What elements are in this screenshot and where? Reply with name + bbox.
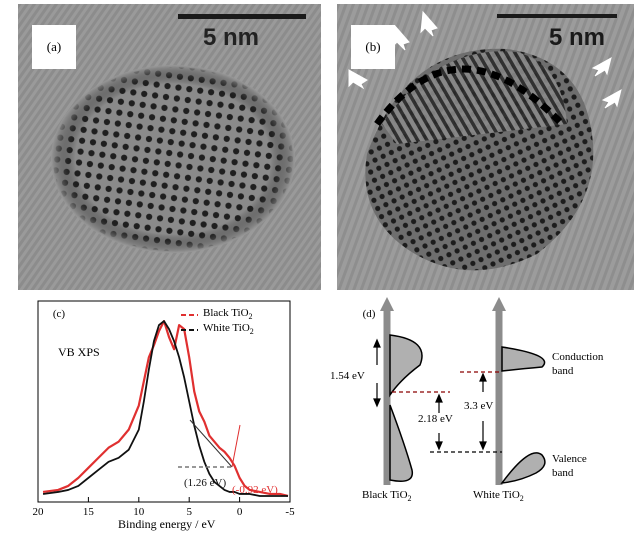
black-tio2-label: Black TiO2 (362, 489, 412, 503)
black-cb-dos (389, 334, 423, 398)
valence-band-label: Valence band (552, 452, 587, 480)
white-name-sub: 2 (519, 494, 524, 504)
conduction-label-line2: band (552, 365, 574, 377)
series-line-white-tio2 (42, 320, 288, 497)
x-tick-label: 20 (33, 506, 45, 518)
tangent-line-black (231, 424, 241, 468)
black-vb-dos (389, 404, 414, 482)
x-axis-label: Binding energy / eV (118, 517, 216, 531)
black-axis-arrowhead (380, 297, 394, 311)
tangent-line-white (189, 419, 233, 468)
conduction-label-line1: Conduction (552, 351, 604, 363)
scale-bar-label-a: 5 nm (203, 24, 260, 51)
x-tick-label: 15 (83, 506, 95, 518)
legend-sub-black: 2 (248, 312, 253, 322)
white-name: White TiO (473, 489, 520, 501)
legend-label-black: Black TiO (203, 307, 249, 319)
panel-label-d: (d) (362, 308, 376, 320)
legend-sub-white: 2 (249, 327, 254, 337)
legend-entry-black: Black TiO2 (203, 307, 253, 321)
vb-xps-chart: 20 15 10 5 0 -5 (c) VB XPS Black TiO2 White T… (0, 295, 300, 535)
x-tick-label: 10 (133, 506, 145, 518)
scale-bar-label-b: 5 nm (549, 24, 606, 51)
annotation-white: (1.26 eV) (184, 477, 227, 489)
conduction-band-label: Conduction band (552, 350, 603, 378)
band-diagram: (d) 1.54 eV 2.18 eV 3.3 eV Conduction ba… (330, 295, 639, 535)
plot-frame (37, 300, 291, 503)
white-vb-dos (500, 452, 546, 484)
tem-image-b: (b) 5 nm (337, 4, 634, 290)
annotation-black: (-0.92 eV) (232, 484, 278, 496)
x-tick-label: -5 (285, 506, 295, 518)
series-line-black-tio2 (42, 320, 289, 498)
xps-chart-svg: 20 15 10 5 0 -5 (33, 300, 295, 518)
x-tick-label: 5 (186, 506, 192, 518)
legend-entry-white: White TiO2 (203, 322, 254, 336)
valence-label-line1: Valence (552, 453, 587, 465)
panel-label-c: (c) (52, 308, 66, 320)
chart-title: VB XPS (58, 345, 100, 359)
black-name: Black TiO (362, 489, 408, 501)
panel-label-b: (b) (351, 25, 395, 69)
tem-image-a: (a) 5 nm (18, 4, 321, 290)
gap-label-diff: 2.18 eV (418, 413, 453, 425)
white-cb-dos (501, 346, 546, 372)
legend-label-white: White TiO (203, 322, 250, 334)
white-tio2-label: White TiO2 (473, 489, 524, 503)
valence-label-line2: band (552, 467, 574, 479)
x-tick-label: 0 (237, 506, 243, 518)
white-axis-arrowhead (492, 297, 506, 311)
panel-label-a: (a) (32, 25, 76, 69)
band-diagram-svg (373, 297, 546, 485)
black-name-sub: 2 (407, 494, 412, 504)
gap-label-white: 3.3 eV (464, 400, 494, 412)
gap-label-black: 1.54 eV (330, 370, 365, 382)
